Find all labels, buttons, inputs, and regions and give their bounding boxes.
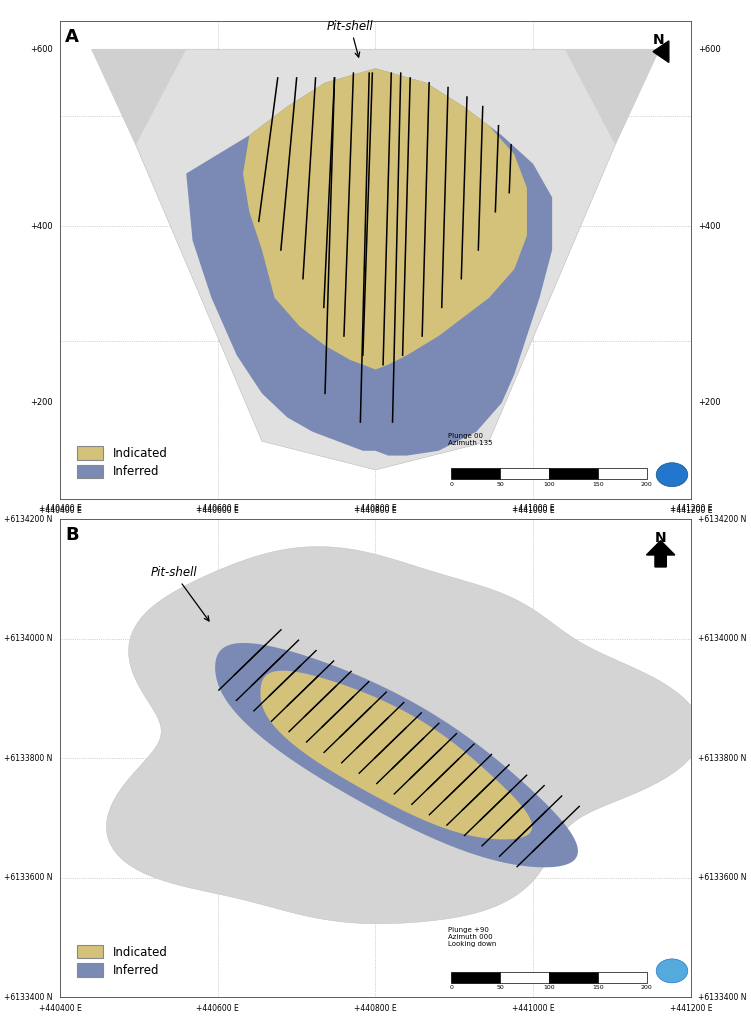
Text: +200: +200 — [698, 399, 721, 407]
Text: +600: +600 — [698, 45, 721, 53]
Text: +440600 E: +440600 E — [197, 1004, 239, 1014]
FancyArrow shape — [653, 41, 669, 63]
Text: 200: 200 — [641, 482, 653, 487]
Bar — [598, 972, 647, 983]
Text: 0: 0 — [449, 985, 453, 990]
Text: Pit-shell: Pit-shell — [150, 565, 209, 621]
Legend: Indicated, Inferred: Indicated, Inferred — [72, 441, 172, 483]
Bar — [598, 468, 647, 479]
Bar — [500, 468, 549, 479]
Bar — [451, 972, 500, 983]
Text: +440600 E: +440600 E — [197, 505, 239, 513]
Bar — [451, 468, 500, 479]
Text: +441200 E: +441200 E — [670, 506, 712, 515]
Polygon shape — [92, 49, 186, 145]
Text: 100: 100 — [543, 482, 555, 487]
Polygon shape — [92, 49, 659, 470]
Text: +6134200 N: +6134200 N — [698, 515, 746, 523]
Text: +441000 E: +441000 E — [512, 1004, 554, 1014]
Text: +440800 E: +440800 E — [354, 505, 397, 513]
Text: +440400 E: +440400 E — [39, 506, 81, 515]
Text: +440800 E: +440800 E — [354, 1004, 397, 1014]
Text: +440800 E: +440800 E — [354, 506, 397, 515]
Text: +6133800 N: +6133800 N — [5, 754, 53, 763]
Text: +6134200 N: +6134200 N — [5, 515, 53, 523]
Text: +6133800 N: +6133800 N — [698, 754, 746, 763]
Text: +440400 E: +440400 E — [39, 505, 81, 513]
Text: +600: +600 — [30, 45, 53, 53]
Polygon shape — [107, 547, 701, 924]
Text: B: B — [65, 526, 79, 544]
Text: Plunge 00
Azimuth 135: Plunge 00 Azimuth 135 — [448, 433, 493, 446]
Polygon shape — [565, 49, 659, 145]
Circle shape — [656, 463, 688, 486]
Text: +440600 E: +440600 E — [197, 506, 239, 515]
Text: +6134000 N: +6134000 N — [698, 634, 747, 644]
Text: +441200 E: +441200 E — [670, 505, 712, 513]
Text: Pit-shell: Pit-shell — [327, 20, 373, 58]
Text: 100: 100 — [543, 985, 555, 990]
Text: A: A — [65, 28, 79, 45]
Text: 150: 150 — [592, 985, 604, 990]
Polygon shape — [186, 69, 552, 455]
Bar — [500, 972, 549, 983]
Text: +6133400 N: +6133400 N — [698, 993, 747, 1001]
Text: 50: 50 — [496, 482, 504, 487]
Text: +6133600 N: +6133600 N — [4, 873, 53, 882]
Text: +400: +400 — [30, 222, 53, 230]
Text: N: N — [655, 531, 666, 545]
Text: +441200 E: +441200 E — [670, 1004, 712, 1014]
Polygon shape — [261, 670, 532, 840]
Text: 200: 200 — [641, 985, 653, 990]
Text: +200: +200 — [30, 399, 53, 407]
Bar — [549, 468, 598, 479]
Text: N: N — [653, 33, 664, 46]
Text: +6133600 N: +6133600 N — [698, 873, 747, 882]
Text: +441000 E: +441000 E — [512, 506, 554, 515]
Text: +441000 E: +441000 E — [512, 505, 554, 513]
Text: +6134000 N: +6134000 N — [4, 634, 53, 644]
Text: +6133400 N: +6133400 N — [4, 993, 53, 1001]
Legend: Indicated, Inferred: Indicated, Inferred — [72, 940, 172, 982]
Text: Plunge +90
Azimuth 000
Looking down: Plunge +90 Azimuth 000 Looking down — [448, 927, 496, 947]
Polygon shape — [215, 642, 578, 868]
Circle shape — [656, 959, 688, 983]
Bar — [549, 972, 598, 983]
Polygon shape — [243, 69, 527, 369]
Text: 50: 50 — [496, 985, 504, 990]
FancyArrow shape — [647, 541, 675, 567]
Text: +400: +400 — [698, 222, 721, 230]
Text: 150: 150 — [592, 482, 604, 487]
Text: 0: 0 — [449, 482, 453, 487]
Text: +440400 E: +440400 E — [39, 1004, 81, 1014]
